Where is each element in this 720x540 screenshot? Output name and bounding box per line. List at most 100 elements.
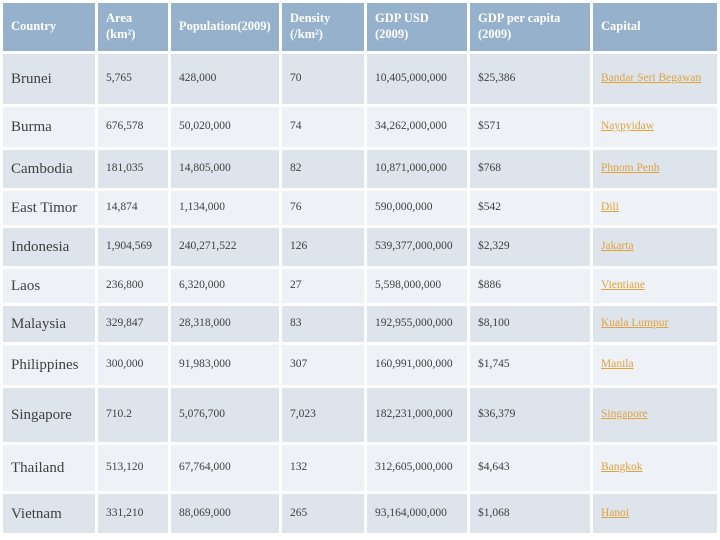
cell-area: 1,904,569 (98, 228, 168, 266)
cell-gdp: 10,871,000,000 (367, 150, 467, 188)
cell-density: 82 (282, 150, 364, 188)
cell-area: 5,765 (98, 54, 168, 104)
cell-area: 300,000 (98, 345, 168, 385)
column-header-population: Population(2009) (171, 3, 279, 51)
cell-gdp-per-capita: $8,100 (470, 306, 590, 342)
cell-population: 67,764,000 (171, 445, 279, 491)
cell-density: 265 (282, 494, 364, 533)
cell-capital: Dili (593, 191, 717, 225)
cell-country: Indonesia (3, 228, 95, 266)
capital-link[interactable]: Phnom Penh (601, 162, 660, 175)
column-header-gdp-per-capita: GDP per capita (2009) (470, 3, 590, 51)
table-row: Vietnam 331,210 88,069,000 265 93,164,000,00… (3, 494, 717, 533)
cell-gdp: 182,231,000,000 (367, 388, 467, 442)
capital-link[interactable]: Singapore (601, 408, 648, 421)
table-body: Brunei 5,765 428,000 70 10,405,000,000 $25,38… (3, 54, 717, 533)
cell-population: 14,805,000 (171, 150, 279, 188)
cell-density: 83 (282, 306, 364, 342)
cell-gdp: 539,377,000,000 (367, 228, 467, 266)
table-row: Indonesia 1,904,569 240,271,522 126 539,377,… (3, 228, 717, 266)
cell-gdp-per-capita: $36,379 (470, 388, 590, 442)
cell-density: 126 (282, 228, 364, 266)
cell-gdp: 5,598,000,000 (367, 269, 467, 303)
cell-country: Malaysia (3, 306, 95, 342)
cell-capital: Phnom Penh (593, 150, 717, 188)
cell-capital: Naypyidaw (593, 107, 717, 147)
table-row: East Timor 14,874 1,134,000 76 590,000,000 $5… (3, 191, 717, 225)
cell-population: 91,983,000 (171, 345, 279, 385)
cell-gdp: 590,000,000 (367, 191, 467, 225)
cell-country: Burma (3, 107, 95, 147)
cell-area: 710.2 (98, 388, 168, 442)
cell-population: 88,069,000 (171, 494, 279, 533)
cell-population: 5,076,700 (171, 388, 279, 442)
cell-area: 329,847 (98, 306, 168, 342)
cell-capital: Singapore (593, 388, 717, 442)
cell-gdp: 312,605,000,000 (367, 445, 467, 491)
cell-population: 50,020,000 (171, 107, 279, 147)
table-row: Singapore 710.2 5,076,700 7,023 182,231,000,… (3, 388, 717, 442)
cell-capital: Jakarta (593, 228, 717, 266)
cell-country: East Timor (3, 191, 95, 225)
cell-gdp-per-capita: $2,329 (470, 228, 590, 266)
capital-link[interactable]: Bangkok (601, 461, 643, 474)
cell-density: 76 (282, 191, 364, 225)
cell-area: 676,578 (98, 107, 168, 147)
cell-country: Philippines (3, 345, 95, 385)
table-row: Cambodia 181,035 14,805,000 82 10,871,000,00… (3, 150, 717, 188)
cell-gdp: 192,955,000,000 (367, 306, 467, 342)
capital-link[interactable]: Dili (601, 201, 619, 214)
cell-capital: Vientiane (593, 269, 717, 303)
capital-link[interactable]: Bandar Seri Begawan (601, 72, 702, 85)
table-row: Thailand 513,120 67,764,000 132 312,605,000,… (3, 445, 717, 491)
capital-link[interactable]: Vientiane (601, 279, 646, 292)
cell-density: 307 (282, 345, 364, 385)
cell-gdp: 10,405,000,000 (367, 54, 467, 104)
cell-capital: Manila (593, 345, 717, 385)
table-row: Brunei 5,765 428,000 70 10,405,000,000 $25,38… (3, 54, 717, 104)
cell-country: Singapore (3, 388, 95, 442)
cell-area: 331,210 (98, 494, 168, 533)
cell-country: Thailand (3, 445, 95, 491)
capital-link[interactable]: Kuala Lumpur (601, 317, 669, 330)
cell-country: Laos (3, 269, 95, 303)
cell-capital: Bandar Seri Begawan (593, 54, 717, 104)
table-header: Country Area (km²) Population(2009) Dens… (3, 3, 717, 51)
cell-density: 132 (282, 445, 364, 491)
cell-population: 240,271,522 (171, 228, 279, 266)
cell-gdp: 34,262,000,000 (367, 107, 467, 147)
cell-gdp-per-capita: $542 (470, 191, 590, 225)
header-row: Country Area (km²) Population(2009) Dens… (3, 3, 717, 51)
capital-link[interactable]: Hanoi (601, 506, 630, 519)
column-header-gdp: GDP USD (2009) (367, 3, 467, 51)
column-header-country: Country (3, 3, 95, 51)
column-header-capital: Capital (593, 3, 717, 51)
capital-link[interactable]: Manila (601, 358, 634, 371)
cell-density: 27 (282, 269, 364, 303)
cell-capital: Bangkok (593, 445, 717, 491)
cell-area: 14,874 (98, 191, 168, 225)
cell-population: 6,320,000 (171, 269, 279, 303)
capital-link[interactable]: Naypyidaw (601, 120, 655, 133)
table-row: Laos 236,800 6,320,000 27 5,598,000,000 $886 V… (3, 269, 717, 303)
cell-gdp: 160,991,000,000 (367, 345, 467, 385)
cell-population: 428,000 (171, 54, 279, 104)
cell-gdp-per-capita: $768 (470, 150, 590, 188)
cell-gdp-per-capita: $1,068 (470, 494, 590, 533)
column-header-area: Area (km²) (98, 3, 168, 51)
cell-density: 7,023 (282, 388, 364, 442)
cell-gdp-per-capita: $25,386 (470, 54, 590, 104)
cell-population: 1,134,000 (171, 191, 279, 225)
cell-capital: Kuala Lumpur (593, 306, 717, 342)
cell-gdp-per-capita: $571 (470, 107, 590, 147)
cell-capital: Hanoi (593, 494, 717, 533)
cell-area: 513,120 (98, 445, 168, 491)
table-row: Burma 676,578 50,020,000 74 34,262,000,000 $5… (3, 107, 717, 147)
cell-gdp: 93,164,000,000 (367, 494, 467, 533)
cell-gdp-per-capita: $4,643 (470, 445, 590, 491)
table-row: Philippines 300,000 91,983,000 307 160,991,0… (3, 345, 717, 385)
capital-link[interactable]: Jakarta (601, 240, 634, 253)
cell-gdp-per-capita: $1,745 (470, 345, 590, 385)
